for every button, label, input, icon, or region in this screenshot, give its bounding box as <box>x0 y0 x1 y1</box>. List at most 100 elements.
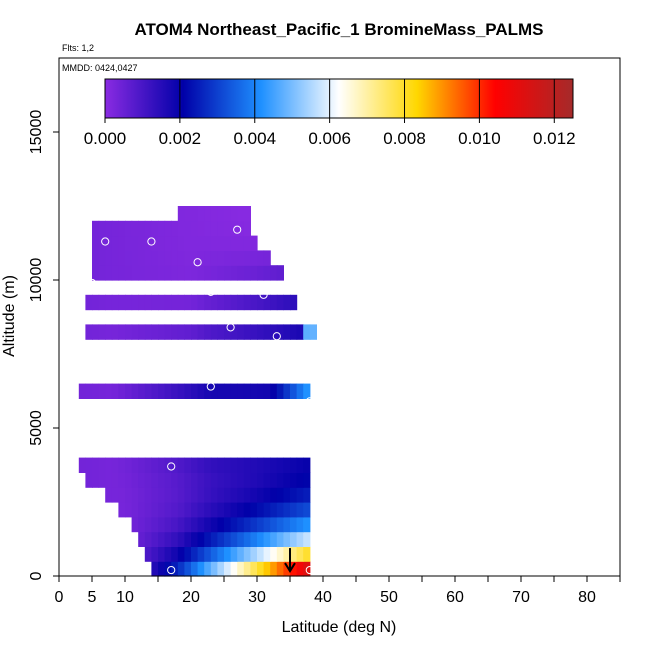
heatmap-cell <box>263 472 271 488</box>
y-tick-label: 5000 <box>28 410 45 446</box>
heatmap-cell <box>283 531 291 547</box>
heatmap-cell <box>144 220 152 237</box>
heatmap-cell <box>230 294 238 311</box>
heatmap-cell <box>197 531 205 547</box>
heatmap-cell <box>257 250 265 266</box>
x-tick-label: 20 <box>182 589 200 606</box>
heatmap-cell <box>243 472 251 488</box>
colorbar-tick-label: 0.010 <box>458 129 501 148</box>
observation-point <box>134 367 143 376</box>
heatmap-cell <box>131 250 139 266</box>
heatmap-cell <box>177 502 185 518</box>
heatmap-cell <box>283 457 291 473</box>
heatmap-cell <box>243 220 251 237</box>
heatmap-cell <box>177 324 185 340</box>
heatmap-cell <box>164 546 172 562</box>
heatmap-cell <box>131 502 139 518</box>
heatmap-cell <box>243 294 251 311</box>
colorbar-tick-label: 0.004 <box>233 129 276 148</box>
heatmap-cell <box>237 516 245 533</box>
heatmap-cell <box>131 265 139 281</box>
heatmap-cell <box>243 383 251 399</box>
heatmap-cell <box>210 235 218 251</box>
heatmap-cell <box>191 220 199 237</box>
heatmap-cell <box>98 220 106 237</box>
heatmap-cell <box>105 487 113 503</box>
heatmap-cell <box>263 294 271 311</box>
heatmap-cell <box>217 516 225 533</box>
heatmap-cell <box>237 561 245 577</box>
heatmap-cell <box>257 294 265 311</box>
heatmap-cell <box>138 294 146 311</box>
heatmap-cell <box>290 472 298 488</box>
heatmap-cell <box>125 472 133 488</box>
heatmap-cell <box>184 516 192 533</box>
heatmap-cell <box>217 383 225 399</box>
heatmap-cell <box>217 561 225 577</box>
heatmap-cell <box>204 220 212 237</box>
heatmap-cell <box>276 561 284 577</box>
heatmap-cell <box>290 383 298 399</box>
heatmap-cell <box>191 235 199 251</box>
heatmap-cell <box>92 472 100 488</box>
heatmap-cell <box>270 472 278 488</box>
heatmap-cell <box>105 265 113 281</box>
heatmap-cell <box>171 531 179 547</box>
y-tick-label: 10000 <box>28 258 45 303</box>
heatmap-cell <box>217 502 225 518</box>
heatmap-cell <box>151 502 159 518</box>
heatmap-cell <box>197 324 205 340</box>
heatmap-cell <box>191 250 199 266</box>
heatmap-cell <box>197 383 205 399</box>
heatmap-cell <box>204 250 212 266</box>
heatmap-cell <box>98 265 106 281</box>
heatmap-cell <box>125 457 133 473</box>
heatmap-cell <box>303 487 311 503</box>
heatmap-cell <box>217 457 225 473</box>
heatmap-cell <box>138 531 146 547</box>
heatmap-cell <box>138 487 146 503</box>
heatmap-cell <box>191 457 199 473</box>
heatmap-cell <box>224 383 232 399</box>
heatmap-cell <box>151 220 159 237</box>
heatmap-cell <box>158 502 166 518</box>
heatmap-cell <box>303 546 311 562</box>
heatmap-cell <box>197 206 205 222</box>
heatmap-cell <box>263 502 271 518</box>
heatmap-cell <box>131 516 139 533</box>
heatmap-cell <box>283 294 291 311</box>
heatmap-cell <box>217 487 225 503</box>
heatmap-cell <box>138 472 146 488</box>
heatmap-cell <box>92 457 100 473</box>
heatmap-cell <box>230 250 238 266</box>
heatmap-cell <box>283 487 291 503</box>
heatmap-cell <box>290 561 298 577</box>
heatmap-cell <box>263 561 271 577</box>
heatmap-cell <box>270 546 278 562</box>
heatmap-cell <box>204 457 212 473</box>
heatmap-cell <box>164 265 172 281</box>
heatmap-cell <box>197 516 205 533</box>
heatmap-cell <box>158 220 166 237</box>
heatmap-cell <box>151 265 159 281</box>
marker-arrow-head <box>284 562 296 573</box>
heatmap-cell <box>237 250 245 266</box>
heatmap-cell <box>230 457 238 473</box>
heatmap-cell <box>184 502 192 518</box>
x-tick-label: 30 <box>248 589 266 606</box>
heatmap-cell <box>230 487 238 503</box>
heatmap-cell <box>276 324 284 340</box>
heatmap-cell <box>283 324 291 340</box>
observation-point <box>114 343 123 353</box>
heatmap-cell <box>250 265 258 281</box>
heatmap-cell <box>131 487 139 503</box>
heatmap-cell <box>118 383 126 399</box>
heatmap-cell <box>158 324 166 340</box>
heatmap-cell <box>131 294 139 311</box>
heatmap-cell <box>138 516 146 533</box>
heatmap-cell <box>204 206 212 222</box>
heatmap-cell <box>283 502 291 518</box>
heatmap-cell <box>171 502 179 518</box>
heatmap-cell <box>111 457 119 473</box>
